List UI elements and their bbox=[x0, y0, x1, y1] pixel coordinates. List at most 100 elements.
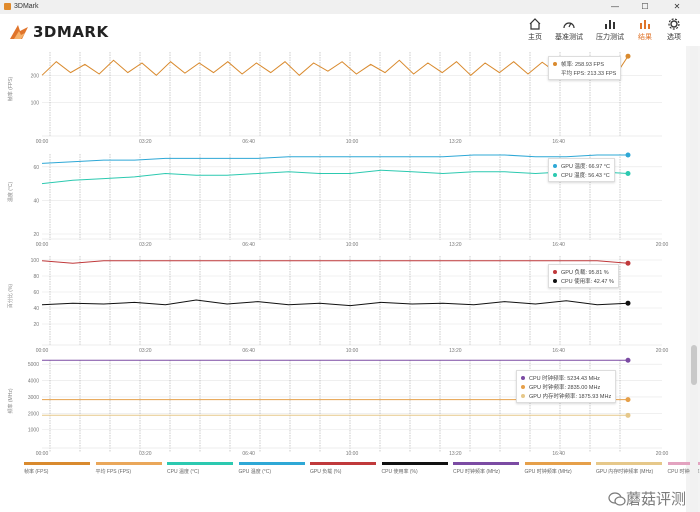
tooltip-text: 平均 FPS: 213.33 FPS bbox=[561, 70, 617, 77]
monitoring-charts: 100 200 帧率 (FPS) 00:00 03:20 06:40 10:00 13:20 1… bbox=[7, 52, 669, 457]
tooltip-text: CPU 时钟频率: 5234.43 MHz bbox=[529, 375, 600, 382]
x-tick-label: 16:40 bbox=[552, 348, 565, 354]
tooltip-row: CPU 温度: 56.43 °C bbox=[553, 170, 610, 179]
gauge-icon bbox=[563, 22, 575, 29]
minimize-button[interactable]: — bbox=[611, 2, 619, 11]
legend-label: CPU 使用率 (%) bbox=[381, 469, 418, 475]
y-tick-label: 100 bbox=[31, 101, 40, 107]
legend-item[interactable]: CPU 时钟频率 (MHz) bbox=[453, 462, 519, 478]
x-tick-label: 03:20 bbox=[139, 348, 152, 354]
legend-label: 帧率 (FPS) bbox=[24, 469, 49, 475]
series-end-point bbox=[625, 260, 631, 266]
legend-item[interactable]: GPU 负载 (%) bbox=[310, 462, 376, 478]
x-tick-label: 20:00 bbox=[656, 242, 669, 248]
nav-label: 基准测试 bbox=[555, 34, 583, 41]
nav-stress-tests[interactable]: 压力测试 bbox=[594, 14, 626, 46]
legend-swatch bbox=[596, 462, 662, 465]
nav-label: 结果 bbox=[638, 34, 652, 41]
tooltip-swatch bbox=[553, 278, 557, 283]
x-tick-label: 00:00 bbox=[36, 348, 49, 354]
legend-item[interactable]: 帧率 (FPS) bbox=[24, 462, 90, 478]
tooltip-row: GPU 时钟频率: 2835.00 MHz bbox=[521, 382, 611, 391]
x-tick-label: 20:00 bbox=[656, 451, 669, 457]
series-end-point bbox=[625, 53, 631, 59]
legend-item[interactable]: CPU 时钟频率 (MHz) bbox=[667, 462, 700, 478]
app-header: 3DMARK 主页 基准测试 压力测试 结果 选项 bbox=[0, 14, 700, 46]
y-tick-label: 40 bbox=[33, 198, 39, 204]
tooltip-row: CPU 使用率: 42.47 % bbox=[553, 276, 614, 285]
legend-swatch bbox=[667, 462, 700, 465]
x-tick-label: 00:00 bbox=[36, 451, 49, 457]
legend-swatch bbox=[453, 462, 519, 465]
tooltip-swatch bbox=[521, 384, 525, 389]
x-tick-label: 10:00 bbox=[346, 451, 359, 457]
watermark-text: 蘑菇评测 bbox=[625, 490, 686, 508]
y-tick-label: 80 bbox=[33, 274, 39, 280]
chart-tooltip: GPU 温度: 66.97 °C CPU 温度: 56.43 °C bbox=[548, 158, 615, 182]
scrollbar-thumb[interactable] bbox=[691, 345, 697, 385]
logo-flame-icon bbox=[10, 25, 28, 39]
legend-item[interactable]: GPU 温度 (°C) bbox=[238, 462, 305, 478]
nav-label: 主页 bbox=[528, 34, 542, 41]
x-tick-label: 06:40 bbox=[242, 139, 255, 145]
x-tick-label: 20:00 bbox=[656, 348, 669, 354]
results-icon bbox=[640, 20, 650, 29]
chart-tooltip: GPU 负载: 95.81 % CPU 使用率: 42.47 % bbox=[548, 264, 619, 288]
y-tick-label: 60 bbox=[33, 290, 39, 296]
nav-label: 压力测试 bbox=[596, 34, 624, 41]
legend-label: GPU 内存时钟频率 (MHz) bbox=[596, 469, 654, 475]
brand-logo: 3DMARK bbox=[8, 22, 109, 42]
x-tick-label: 13:20 bbox=[449, 348, 462, 354]
series-line bbox=[41, 169, 629, 185]
nav-home[interactable]: 主页 bbox=[519, 14, 551, 46]
legend-item[interactable]: CPU 使用率 (%) bbox=[381, 462, 448, 478]
nav-label: 选项 bbox=[667, 34, 681, 41]
tooltip-text: CPU 温度: 56.43 °C bbox=[561, 172, 610, 179]
x-tick-label: 13:20 bbox=[449, 242, 462, 248]
tooltip-text: 帧率: 258.93 FPS bbox=[561, 61, 605, 68]
legend-item[interactable]: CPU 温度 (°C) bbox=[167, 462, 233, 478]
tooltip-text: GPU 时钟频率: 2835.00 MHz bbox=[529, 384, 601, 391]
x-tick-label: 03:20 bbox=[139, 242, 152, 248]
y-tick-label: 100 bbox=[31, 258, 40, 264]
tooltip-swatch bbox=[553, 172, 557, 177]
nav-results[interactable]: 结果 bbox=[629, 14, 661, 46]
watermark: 蘑菇评测 bbox=[608, 488, 686, 509]
y-axis-label: 温度 (°C) bbox=[7, 182, 14, 203]
close-button[interactable]: ✕ bbox=[673, 2, 681, 11]
y-tick-label: 3000 bbox=[28, 395, 39, 401]
x-tick-label: 10:00 bbox=[346, 139, 359, 145]
nav-options[interactable]: 选项 bbox=[658, 14, 690, 46]
y-tick-label: 60 bbox=[33, 165, 39, 171]
legend-item[interactable]: GPU 内存时钟频率 (MHz) bbox=[596, 462, 662, 478]
tooltip-swatch bbox=[521, 375, 525, 380]
legend-swatch bbox=[95, 462, 162, 465]
nav-benchmarks[interactable]: 基准测试 bbox=[553, 14, 585, 46]
x-tick-label: 10:00 bbox=[346, 242, 359, 248]
y-tick-label: 5000 bbox=[28, 362, 39, 368]
legend-swatch bbox=[381, 462, 448, 465]
x-tick-label: 13:20 bbox=[449, 451, 462, 457]
series-line bbox=[41, 55, 629, 79]
title-bar: 3DMark — ☐ ✕ bbox=[0, 0, 700, 15]
tooltip-swatch bbox=[553, 61, 557, 66]
legend-item[interactable]: GPU 时钟频率 (MHz) bbox=[524, 462, 591, 478]
tooltip-text: CPU 使用率: 42.47 % bbox=[561, 278, 614, 285]
series-end-point bbox=[625, 412, 631, 418]
y-tick-label: 20 bbox=[33, 322, 39, 328]
tooltip-swatch bbox=[553, 71, 557, 75]
maximize-button[interactable]: ☐ bbox=[641, 2, 649, 11]
legend-item[interactable]: 平均 FPS (FPS) bbox=[95, 462, 162, 478]
y-tick-label: 4000 bbox=[28, 379, 39, 385]
series-line bbox=[41, 299, 629, 307]
y-tick-label: 200 bbox=[31, 73, 40, 79]
tooltip-row: GPU 温度: 66.97 °C bbox=[553, 161, 610, 170]
tooltip-swatch bbox=[553, 269, 557, 274]
y-axis-label: 频率 (MHz) bbox=[7, 388, 14, 413]
x-tick-label: 03:20 bbox=[139, 139, 152, 145]
tooltip-row: CPU 时钟频率: 5234.43 MHz bbox=[521, 373, 611, 382]
chart-tooltip: CPU 时钟频率: 5234.43 MHz GPU 时钟频率: 2835.00 M… bbox=[516, 370, 617, 403]
legend-label: 平均 FPS (FPS) bbox=[95, 469, 132, 475]
y-axis-label: 帧率 (FPS) bbox=[7, 76, 14, 101]
scrollbar-track[interactable] bbox=[690, 46, 698, 512]
